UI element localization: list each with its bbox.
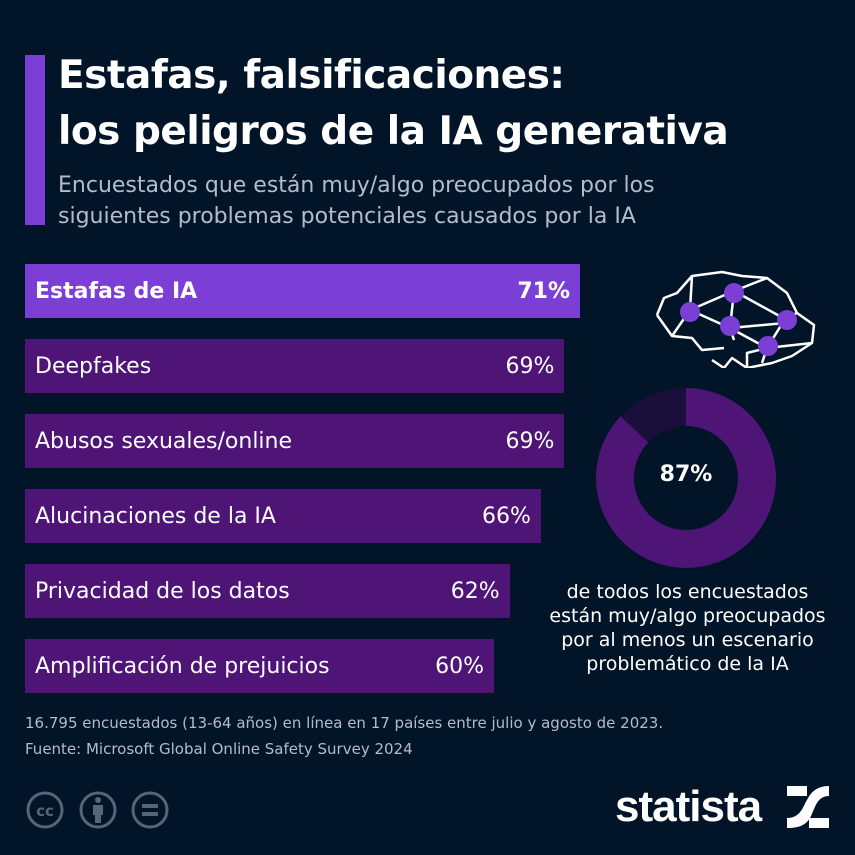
bar-value-label: 69% [505,353,555,379]
bar-label: Alucinaciones de la IA [35,503,276,529]
bar-label: Estafas de IA [35,278,198,304]
bar-0: Estafas de IA 71% [25,264,580,318]
bar-value-label: 71% [517,278,570,304]
brain-nodes [680,283,797,356]
by-icon[interactable] [78,790,118,830]
svg-text:cc: cc [36,802,54,820]
title-line-1: Estafas, falsificaciones: [58,53,565,98]
subtitle: Encuestados que están muy/algo preocupad… [58,170,655,232]
subtitle-line-2: siguientes problemas potenciales causado… [58,204,636,229]
donut-chart [596,388,776,568]
bar-label: Abusos sexuales/online [35,428,293,454]
bar-label: Amplificación de prejuicios [35,653,330,679]
title-line-2: los peligros de la IA generativa [58,109,729,154]
caption-line: por al menos un escenario [561,629,814,651]
donut-filled-segment [596,388,776,568]
donut-value-label: 87% [659,462,713,487]
bar-value-label: 60% [435,653,484,679]
survey-note: 16.795 encuestados (13-64 años) en línea… [25,714,664,732]
donut-caption: de todos los encuestados están muy/algo … [545,580,830,676]
bar-1: Deepfakes 69% [25,339,565,393]
bar-value-label: 69% [505,428,555,454]
bar-value-label: 66% [482,503,531,529]
subtitle-line-1: Encuestados que están muy/algo preocupad… [58,173,655,198]
bar-label: Deepfakes [35,353,152,379]
bar-value-label: 62% [450,578,500,604]
caption-line: problemático de la IA [586,653,789,675]
cc-icon[interactable]: cc [25,790,65,830]
bar-3: Alucinaciones de la IA 66% [25,489,541,543]
nd-icon[interactable] [130,790,170,830]
source-note: Fuente: Microsoft Global Online Safety S… [25,740,413,758]
caption-line: están muy/algo preocupados [549,605,826,627]
brain-icon [655,270,816,368]
page-title: Estafas, falsificaciones: los peligros d… [58,48,729,160]
caption-line: de todos los encuestados [566,581,809,603]
title-accent-bar [25,55,45,225]
bar-4: Privacidad de los datos 62% [25,564,510,618]
statista-logo[interactable]: statista [615,782,762,832]
bar-label: Privacidad de los datos [35,578,290,604]
logo-text: statista [615,782,762,831]
statista-logo-mark [787,786,829,828]
bar-2: Abusos sexuales/online 69% [25,414,565,468]
bar-5: Amplificación de prejuicios 60% [25,639,494,693]
